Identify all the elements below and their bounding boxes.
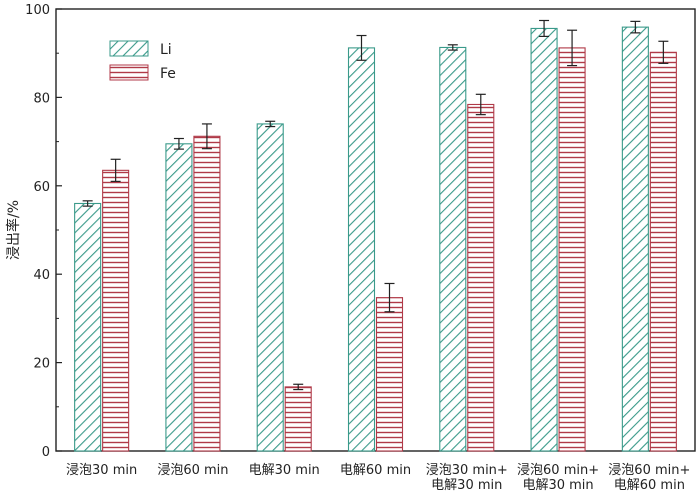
legend-label-li: Li [160,42,172,58]
legend: Li Fe [109,40,176,82]
bar-fe-5 [558,47,586,452]
y-tick-label-4: 80 [33,91,50,106]
error-bar-li-5 [539,19,550,38]
y-axis-title: 浸出率/% [5,200,22,260]
x-category-label-6-1: 电解60 min [614,478,685,493]
error-bar-fe-1 [201,123,212,150]
x-category-label-1-0: 浸泡60 min [157,463,228,478]
bar-li-2 [256,123,284,452]
error-bar-li-2 [265,120,276,128]
y-tick-label-5: 100 [25,3,50,18]
legend-swatch-li [109,40,149,57]
error-bar-fe-5 [567,29,578,67]
error-bar-li-1 [173,137,184,150]
x-category-label-4-1: 电解30 min [431,478,502,493]
y-tick-label-2: 40 [33,268,50,283]
bar-fe-0 [102,169,130,452]
bar-li-0 [74,202,102,452]
y-tick-label-1: 20 [33,357,50,372]
error-bar-fe-4 [475,93,486,116]
x-category-label-6-0: 浸泡60 min+ [608,463,690,478]
y-axis: 0 20 40 60 80 100 [25,3,62,460]
bar-fe-2 [284,386,312,452]
bar-li-5 [530,27,558,452]
y-tick-label-0: 0 [42,445,50,460]
x-category-label-2-0: 电解30 min [249,463,320,478]
bar-fe-6 [649,51,677,452]
plot-frame [55,8,696,452]
bar-fe-4 [467,103,495,452]
x-category-label-4-0: 浸泡30 min+ [426,463,508,478]
x-axis-labels: 浸泡30 min 浸泡60 min 电解30 min 电解60 min 浸泡30 min… [66,463,690,493]
error-bar-fe-0 [110,158,121,182]
bar-li-3 [347,47,376,452]
error-bar-li-4 [447,44,458,51]
error-bar-fe-3 [384,282,395,313]
bar-li-4 [439,46,467,452]
y-tick-label-3: 60 [33,180,50,195]
bar-li-6 [621,26,649,452]
x-category-label-5-0: 浸泡60 min+ [517,463,599,478]
error-bar-li-6 [630,20,641,34]
error-bar-li-3 [356,34,367,61]
error-bar-li-0 [82,200,93,207]
x-category-label-0-0: 浸泡30 min [66,463,137,478]
error-bar-fe-6 [658,40,669,64]
error-bar-fe-2 [293,383,304,391]
bar-fe-3 [375,297,404,452]
x-category-label-5-1: 电解30 min [522,478,593,493]
bar-fe-1 [193,135,221,452]
legend-swatch-fe [109,64,149,81]
bars [74,19,677,452]
x-category-label-3-0: 电解60 min [340,463,411,478]
legend-label-fe: Fe [160,66,176,82]
bar-li-1 [165,143,193,452]
